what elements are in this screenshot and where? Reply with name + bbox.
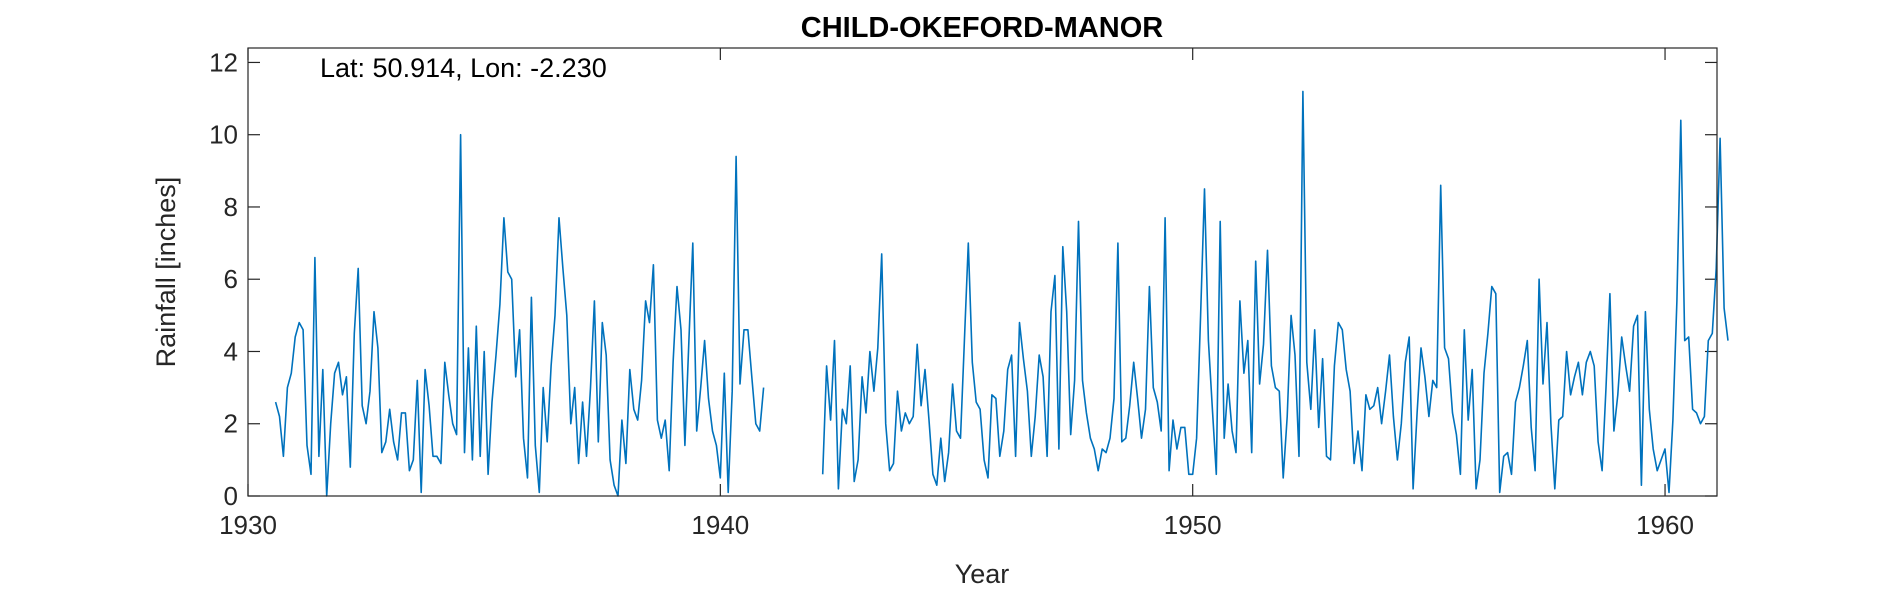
x-tick-label: 1940 [691, 510, 749, 540]
y-tick-label: 12 [209, 47, 238, 77]
rainfall-series-line [821, 90, 1729, 494]
chart-title: CHILD-OKEFORD-MANOR [801, 12, 1164, 44]
tick-labels: 1930 1940 1950 1960 0 2 4 6 8 10 12 [209, 47, 1694, 540]
x-tick-label: 1960 [1636, 510, 1694, 540]
x-tick-label: 1930 [219, 510, 277, 540]
y-tick-label: 8 [224, 192, 238, 222]
y-tick-label: 6 [224, 264, 238, 294]
x-tick-label: 1950 [1164, 510, 1222, 540]
y-tick-label: 10 [209, 120, 238, 150]
y-tick-label: 0 [224, 481, 238, 511]
axes-box [247, 47, 1718, 497]
plot-area-background [248, 48, 1717, 496]
rainfall-series-line [274, 133, 765, 497]
x-axis-label: Year [955, 559, 1010, 589]
location-annotation: Lat: 50.914, Lon: -2.230 [320, 53, 607, 83]
y-tick-label: 2 [224, 409, 238, 439]
y-tick-label: 4 [224, 336, 238, 366]
y-axis-label: Rainfall [inches] [151, 177, 181, 368]
